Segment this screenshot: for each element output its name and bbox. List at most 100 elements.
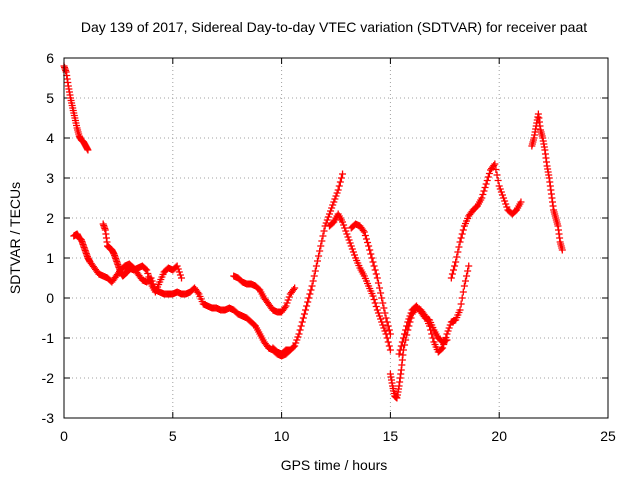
data-point bbox=[398, 338, 406, 346]
data-point bbox=[331, 195, 339, 203]
y-tick-label: 1 bbox=[46, 250, 54, 266]
data-point bbox=[176, 271, 184, 279]
data-point bbox=[382, 314, 390, 322]
data-point bbox=[380, 304, 388, 312]
y-tick-label: -2 bbox=[42, 370, 55, 386]
data-point bbox=[464, 267, 472, 275]
data-point bbox=[397, 342, 405, 350]
data-point bbox=[371, 266, 379, 274]
data-point bbox=[145, 273, 153, 281]
data-point bbox=[361, 232, 369, 239]
data-point bbox=[360, 228, 368, 236]
data-point bbox=[328, 204, 336, 212]
data-point bbox=[367, 250, 375, 258]
data-point bbox=[329, 201, 337, 209]
data-point bbox=[373, 306, 381, 314]
data-point bbox=[348, 245, 356, 253]
data-series-seg-e bbox=[269, 170, 347, 358]
data-point bbox=[379, 299, 387, 307]
x-axis-label: GPS time / hours bbox=[281, 457, 388, 473]
data-point bbox=[458, 230, 466, 238]
data-point bbox=[303, 302, 311, 310]
data-point bbox=[346, 239, 354, 247]
data-point bbox=[517, 198, 525, 206]
chart-title: Day 139 of 2017, Sidereal Day-to-day VTE… bbox=[81, 19, 587, 35]
data-point bbox=[459, 288, 467, 296]
data-point bbox=[350, 251, 358, 259]
data-point bbox=[503, 203, 511, 211]
data-point bbox=[300, 310, 308, 318]
data-series-seg-j bbox=[447, 160, 525, 282]
data-point bbox=[322, 219, 330, 227]
data-point bbox=[340, 221, 348, 229]
data-point bbox=[502, 200, 510, 208]
y-tick-labels: -3 -2 -1 0 1 2 3 4 5 6 bbox=[42, 50, 55, 426]
data-point bbox=[376, 312, 384, 320]
data-point bbox=[370, 262, 378, 270]
data-point bbox=[383, 334, 391, 342]
data-point bbox=[359, 227, 367, 234]
data-point bbox=[281, 304, 289, 311]
data-point bbox=[372, 270, 380, 278]
data-point bbox=[447, 274, 455, 282]
data-point bbox=[282, 302, 290, 310]
data-point bbox=[407, 309, 415, 317]
data-point bbox=[343, 230, 351, 238]
data-point bbox=[306, 290, 314, 298]
data-series-seg-i bbox=[395, 302, 451, 358]
data-point bbox=[319, 232, 327, 240]
data-points bbox=[60, 62, 566, 402]
data-point bbox=[480, 187, 488, 195]
data-point bbox=[494, 177, 502, 184]
data-point bbox=[146, 277, 154, 284]
data-series-seg-c bbox=[99, 220, 186, 296]
data-point bbox=[144, 270, 152, 277]
data-point bbox=[374, 279, 382, 287]
data-point bbox=[316, 247, 324, 255]
data-point bbox=[406, 312, 414, 320]
data-point bbox=[399, 334, 407, 342]
y-tick-label: 6 bbox=[46, 50, 54, 66]
data-point bbox=[460, 282, 468, 290]
data-point bbox=[405, 315, 413, 323]
data-point bbox=[485, 170, 493, 177]
data-point bbox=[325, 210, 333, 218]
data-point bbox=[178, 274, 186, 282]
data-point bbox=[368, 254, 376, 262]
data-point bbox=[481, 184, 489, 191]
data-point bbox=[366, 246, 374, 254]
data-point bbox=[290, 286, 298, 293]
data-point bbox=[443, 336, 451, 344]
data-point bbox=[371, 299, 379, 307]
data-point bbox=[295, 330, 303, 338]
data-point bbox=[370, 296, 378, 303]
data-point bbox=[454, 248, 462, 256]
data-point bbox=[501, 197, 509, 205]
data-point bbox=[483, 177, 491, 184]
data-point bbox=[377, 289, 385, 297]
data-point bbox=[294, 333, 302, 341]
data-point bbox=[401, 330, 409, 338]
x-tick-labels: 0 5 10 15 20 25 bbox=[60, 428, 616, 444]
data-point bbox=[291, 284, 299, 292]
axis-ticks bbox=[63, 57, 609, 419]
data-point bbox=[558, 246, 566, 254]
data-point bbox=[455, 243, 463, 251]
data-point bbox=[330, 198, 338, 206]
data-point bbox=[372, 303, 380, 310]
data-point bbox=[456, 238, 464, 246]
data-point bbox=[451, 262, 459, 270]
data-point bbox=[292, 339, 300, 347]
data-point bbox=[307, 286, 315, 294]
data-point bbox=[318, 237, 326, 245]
data-point bbox=[143, 266, 151, 274]
data-point bbox=[458, 294, 466, 302]
plot-frame bbox=[63, 57, 609, 419]
data-point bbox=[296, 326, 304, 334]
data-point bbox=[364, 239, 372, 246]
data-point bbox=[378, 294, 386, 302]
data-point bbox=[439, 344, 447, 352]
y-axis-label: SDTVAR / TECUs bbox=[7, 182, 23, 294]
data-point bbox=[308, 282, 316, 290]
